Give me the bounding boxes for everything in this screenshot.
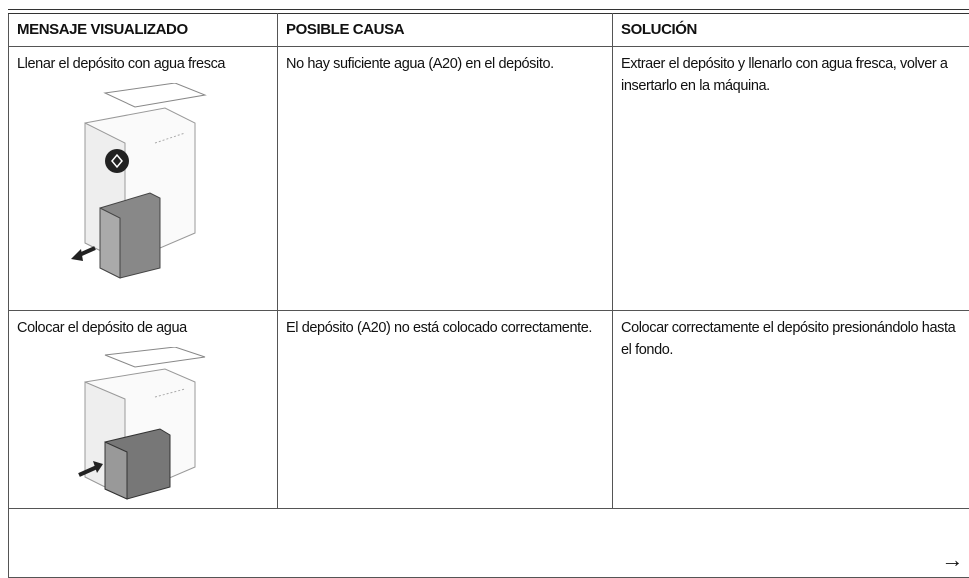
header-cell: POSIBLE CAUSA xyxy=(278,14,613,47)
cell: Llenar el depósito con agua fresca xyxy=(9,47,278,311)
machine-illustration xyxy=(65,83,215,283)
header-cell: SOLUCIÓN xyxy=(613,14,969,47)
cell: Colocar correctamente el depósito presio… xyxy=(613,311,969,509)
cell: Colocar el depósito de agua xyxy=(9,311,278,509)
cell: El depósito (A20) no está colocado corre… xyxy=(278,311,613,509)
cell: Extraer el depósito y llenarlo con agua … xyxy=(613,47,969,311)
message: Colocar el depósito de agua xyxy=(17,317,269,339)
header-row: MENSAJE VISUALIZADO POSIBLE CAUSA SOLUCI… xyxy=(9,14,969,47)
troubleshooting-table: MENSAJE VISUALIZADO POSIBLE CAUSA SOLUCI… xyxy=(8,13,969,578)
footer-cell: → xyxy=(9,509,969,578)
header-cell: MENSAJE VISUALIZADO xyxy=(9,14,278,47)
next-arrow: → xyxy=(941,549,963,571)
cell: No hay suficiente agua (A20) en el depós… xyxy=(278,47,613,311)
message: Llenar el depósito con agua fresca xyxy=(17,53,269,75)
machine-illustration xyxy=(65,347,215,502)
row: Colocar el depósito de agua El depósito … xyxy=(9,311,969,509)
row: Llenar el depósito con agua fresca No ha… xyxy=(9,47,969,311)
footer-row: → xyxy=(9,509,969,578)
rule xyxy=(8,9,969,10)
